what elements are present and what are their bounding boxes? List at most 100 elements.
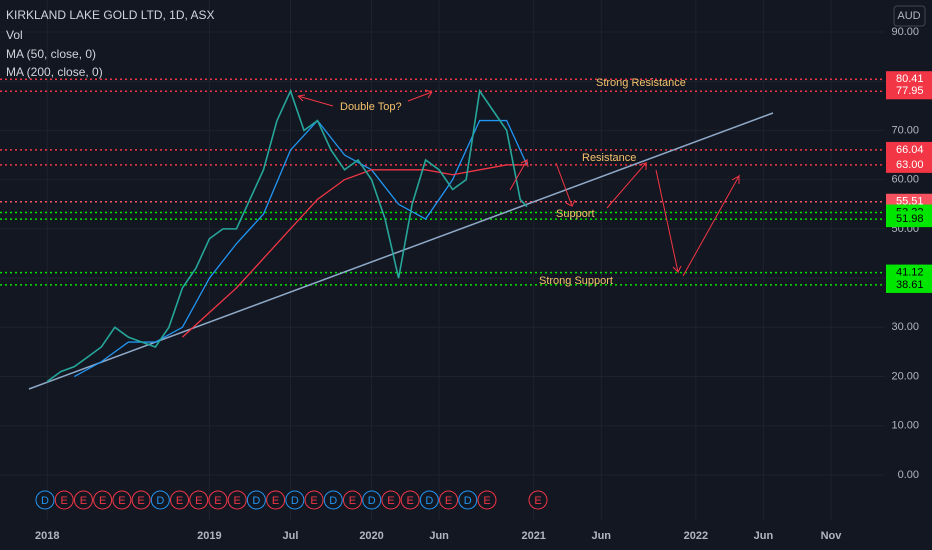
event-badge	[266, 490, 286, 510]
annotation: Strong Support	[539, 275, 613, 287]
annotations: Strong Resistance Double Top? Resistance…	[340, 77, 686, 287]
event-label: E	[406, 495, 413, 507]
event-label: E	[534, 495, 541, 507]
event-label: E	[80, 495, 87, 507]
price-tag-label: 66.04	[896, 144, 924, 156]
event-badge	[246, 490, 266, 510]
annotation: Resistance	[582, 152, 636, 164]
x-tick-label: Jul	[283, 530, 299, 542]
event-label: E	[99, 495, 106, 507]
event-badge	[362, 490, 382, 510]
event-label: D	[156, 495, 164, 507]
arrow	[606, 162, 648, 209]
event-label: E	[445, 495, 452, 507]
arrow	[555, 162, 576, 208]
legend-entry: MA (50, close, 0)	[6, 47, 96, 61]
series	[46, 88, 528, 383]
event-label: E	[234, 495, 241, 507]
x-tick-label: Nov	[821, 530, 843, 542]
x-tick-label: 2020	[359, 530, 383, 542]
price-tag-label: 41.12	[896, 266, 924, 278]
y-tick-label: 10.00	[891, 420, 919, 432]
event-label: E	[272, 495, 279, 507]
price-tag-label: 51.98	[896, 213, 924, 225]
event-label: D	[291, 495, 299, 507]
event-badge	[381, 490, 401, 510]
arrows	[297, 89, 741, 277]
arrow	[407, 89, 433, 102]
legend-entry: MA (200, close, 0)	[6, 65, 103, 79]
event-badge	[323, 490, 343, 510]
price-tag	[886, 264, 932, 281]
y-tick-label: 20.00	[891, 370, 919, 382]
x-tick-label: Jun	[591, 530, 611, 542]
event-badge	[439, 490, 459, 510]
event-badge	[131, 490, 151, 510]
event-label: D	[252, 495, 260, 507]
x-tick-label: Jun	[429, 530, 449, 542]
arrow	[655, 169, 682, 274]
arrow	[682, 174, 741, 277]
price-tag-label: 38.61	[896, 279, 924, 291]
ma-line	[74, 119, 528, 378]
event-label: D	[41, 495, 49, 507]
event-label: E	[61, 495, 68, 507]
trend-line	[28, 112, 774, 390]
event-badge	[54, 490, 74, 510]
volume-label: Vol	[6, 28, 23, 42]
event-badge	[189, 490, 209, 510]
event-badge	[112, 490, 132, 510]
price-tag	[886, 276, 932, 293]
event-label: D	[425, 495, 433, 507]
x-tick-label: Jun	[754, 530, 774, 542]
y-tick-label: 60.00	[891, 174, 919, 186]
price-tag	[886, 83, 932, 100]
event-badge	[170, 490, 190, 510]
grid	[0, 0, 885, 520]
arrow	[509, 158, 529, 191]
event-badge	[419, 490, 439, 510]
price-tag	[886, 71, 932, 88]
annotation: Double Top?	[340, 101, 402, 113]
event-badge	[528, 490, 548, 510]
currency[interactable]: AUD	[897, 10, 920, 22]
event-badge	[150, 490, 170, 510]
event-label: E	[310, 495, 317, 507]
y-tick-label: 90.00	[891, 26, 919, 38]
x-tick-label: 2021	[521, 530, 545, 542]
event-badge	[342, 490, 362, 510]
event-label: E	[349, 495, 356, 507]
y-tick-label: 30.00	[891, 321, 919, 333]
event-label: E	[195, 495, 202, 507]
event-badge	[227, 490, 247, 510]
annotation: Support	[556, 208, 595, 220]
price-tag-label: 77.95	[896, 85, 924, 97]
y-tick-label: 70.00	[891, 124, 919, 136]
event-label: D	[329, 495, 337, 507]
event-label: D	[464, 495, 472, 507]
currency-box[interactable]	[893, 5, 926, 27]
annotation: Strong Resistance	[596, 77, 686, 89]
event-badge	[458, 490, 478, 510]
price-tag	[886, 211, 932, 228]
chart-title: KIRKLAND LAKE GOLD LTD, 1D, ASX	[6, 8, 215, 22]
y-tick-label: 0.00	[898, 469, 919, 481]
event-badge	[477, 490, 497, 510]
event-badge	[285, 490, 305, 510]
event-label: E	[387, 495, 394, 507]
arrow	[297, 94, 334, 107]
event-label: E	[214, 495, 221, 507]
event-label: E	[137, 495, 144, 507]
event-label: E	[483, 495, 490, 507]
ma-line	[181, 164, 527, 338]
x-tick-label: 2018	[35, 530, 59, 542]
axes: 0.0010.0020.0030.0040.0050.0060.0070.008…	[35, 26, 932, 542]
event-badge	[400, 490, 420, 510]
event-label: D	[368, 495, 376, 507]
price-tag-label: 80.41	[896, 73, 924, 85]
price-tag-label: 63.00	[896, 159, 924, 171]
x-tick-label: 2019	[197, 530, 221, 542]
